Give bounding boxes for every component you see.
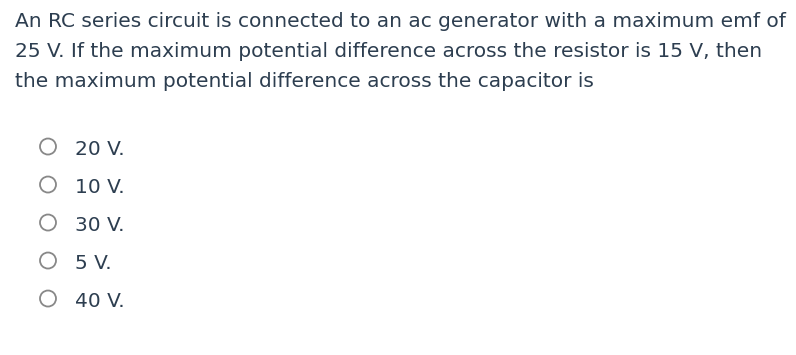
Text: 25 V. If the maximum potential difference across the resistor is 15 V, then: 25 V. If the maximum potential differenc… [15,42,762,61]
Text: 5 V.: 5 V. [75,254,111,273]
Text: 20 V.: 20 V. [75,140,125,159]
Text: 30 V.: 30 V. [75,216,124,235]
Text: 10 V.: 10 V. [75,178,125,197]
Text: the maximum potential difference across the capacitor is: the maximum potential difference across … [15,72,594,91]
Text: 40 V.: 40 V. [75,292,125,311]
Text: An RC series circuit is connected to an ac generator with a maximum emf of: An RC series circuit is connected to an … [15,12,786,31]
